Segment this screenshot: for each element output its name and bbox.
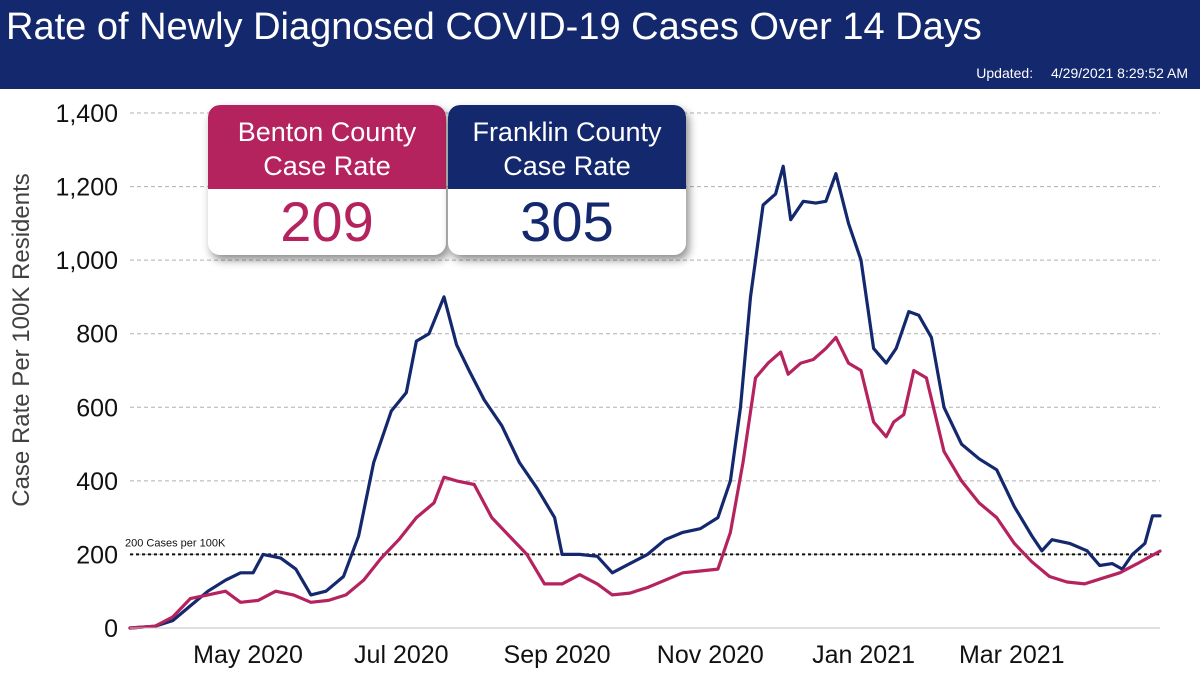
- updated-timestamp: Updated: 4/29/2021 8:29:52 AM: [976, 64, 1188, 82]
- franklin-card-title-line2: Case Rate: [503, 151, 631, 181]
- threshold-label: 200 Cases per 100K: [125, 537, 226, 549]
- y-axis: 0 200 400 600 800 1,000 1,200 1,400: [55, 100, 118, 643]
- franklin-case-rate-card: Franklin County Case Rate 305: [448, 105, 686, 255]
- series-lines: [128, 164, 1162, 630]
- y-tick-label: 0: [104, 615, 118, 643]
- updated-value: 4/29/2021 8:29:52 AM: [1051, 65, 1188, 81]
- benton-card-title-line1: Benton County: [237, 117, 417, 147]
- franklin-case-rate-value: 305: [520, 190, 614, 253]
- page-title: Rate of Newly Diagnosed COVID-19 Cases O…: [6, 6, 982, 48]
- case-rate-line-chart: 200 Cases per 100K 0 200 400 600 800 1,000 1,2…: [8, 100, 1162, 669]
- x-tick-label: Jan 2021: [812, 641, 915, 669]
- y-tick-label: 1,000: [55, 247, 118, 275]
- updated-label: Updated:: [976, 65, 1034, 81]
- y-tick-label: 200: [76, 541, 118, 569]
- y-axis-label: Case Rate Per 100K Residents: [8, 173, 35, 507]
- benton-card-title-line2: Case Rate: [263, 151, 391, 181]
- franklin-card-title-line1: Franklin County: [472, 117, 662, 147]
- header-bar: Rate of Newly Diagnosed COVID-19 Cases O…: [0, 0, 1200, 89]
- y-tick-label: 600: [76, 394, 118, 422]
- benton-card-title: Benton County Case Rate: [208, 105, 446, 189]
- x-axis: May 2020 Jul 2020 Sep 2020 Nov 2020 Jan 2021…: [130, 627, 1160, 669]
- x-tick-label: Jul 2020: [354, 641, 449, 669]
- y-tick-label: 1,400: [55, 100, 118, 128]
- benton-case-rate-card: Benton County Case Rate 209: [208, 105, 446, 255]
- x-tick-label: May 2020: [193, 641, 303, 669]
- x-tick-label: Nov 2020: [657, 641, 764, 669]
- franklin-county-line: [128, 164, 1162, 630]
- y-tick-label: 400: [76, 468, 118, 496]
- x-tick-label: Sep 2020: [504, 641, 611, 669]
- benton-case-rate-value: 209: [280, 190, 374, 253]
- y-tick-label: 1,200: [55, 174, 118, 202]
- franklin-card-title: Franklin County Case Rate: [448, 105, 686, 189]
- threshold-line-group: 200 Cases per 100K: [125, 537, 1160, 556]
- y-tick-label: 800: [76, 321, 118, 349]
- x-tick-label: Mar 2021: [959, 641, 1065, 669]
- benton-county-line: [128, 335, 1162, 630]
